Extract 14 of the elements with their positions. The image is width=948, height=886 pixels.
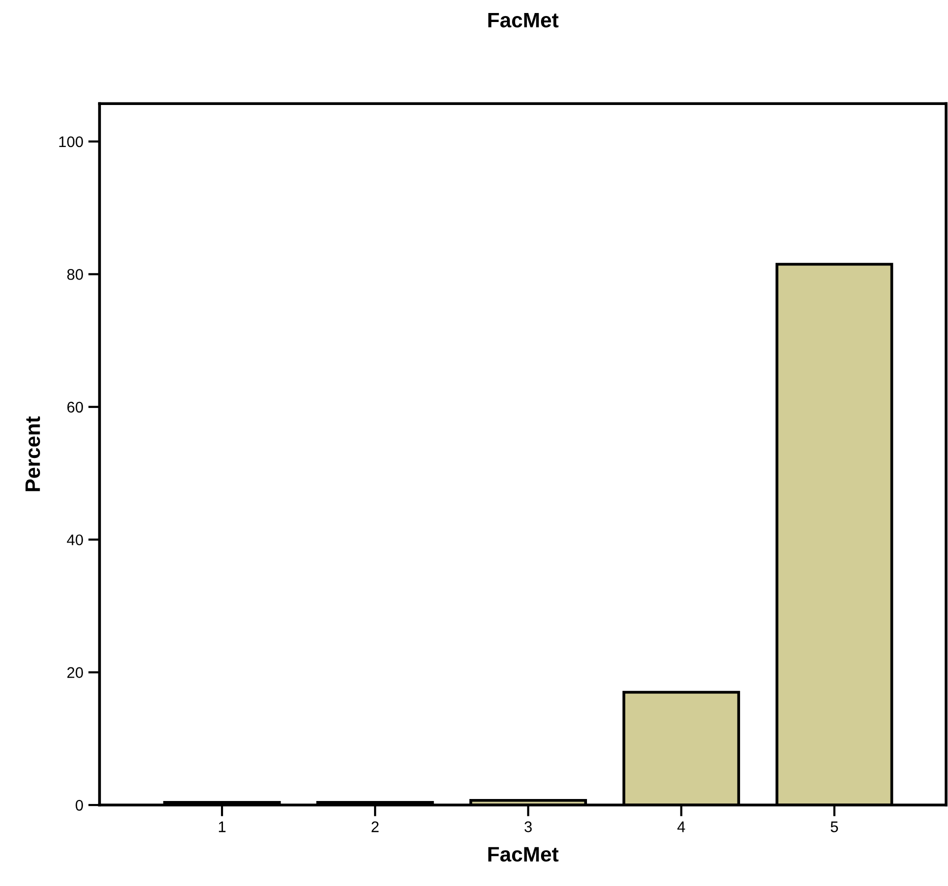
x-tick-label: 2 [372,821,379,832]
x-tick-label: 3 [524,821,532,832]
y-tick-label: 100 [59,136,83,148]
y-tick-label: 80 [67,269,83,280]
y-tick-label: 20 [67,667,83,678]
x-axis-title: FacMet [488,847,558,862]
y-tick-label: 40 [66,534,83,546]
x-tick-label: 4 [677,822,686,832]
y-tick-label: 60 [67,402,83,413]
x-tick-label: 5 [830,822,838,832]
x-tick-label: 1 [218,822,226,832]
chart-title: FacMet [488,12,558,28]
y-axis-title: Percent [26,416,40,492]
y-tick-label: 0 [76,800,83,811]
